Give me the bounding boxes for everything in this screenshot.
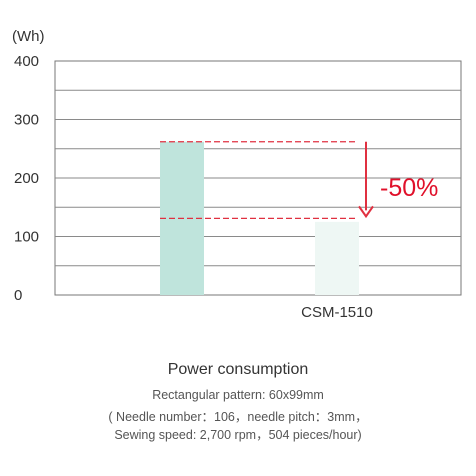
caption-speed-line: Sewing speed: 2,700 rpm，504 pieces/hour) [114, 428, 362, 442]
y-tick-label: 200 [14, 170, 39, 187]
caption-needle-line: ( Needle number：106，needle pitch：3mm， [108, 410, 368, 424]
y-tick-label: 300 [14, 112, 39, 129]
x-category-label: CSM-1510 [301, 304, 373, 321]
caption-title: Power consumption [167, 361, 309, 378]
reduction-annotation: -50% [160, 141, 438, 219]
x-axis-category-labels: CSM-1510 [301, 304, 373, 321]
y-tick-label: 100 [14, 229, 39, 246]
y-axis-tick-labels: 0 100 200 300 400 [14, 53, 39, 304]
reduction-percent-label: -50% [380, 174, 438, 202]
gridlines [55, 89, 461, 267]
bar-1 [315, 221, 359, 295]
y-axis-unit-label: (Wh) [12, 28, 45, 45]
y-tick-label: 400 [14, 53, 39, 70]
annotation-arrow-head [358, 205, 374, 219]
caption-pattern-line: Rectangular pattern: 60x99mm [152, 388, 324, 402]
y-tick-label: 0 [14, 287, 22, 304]
